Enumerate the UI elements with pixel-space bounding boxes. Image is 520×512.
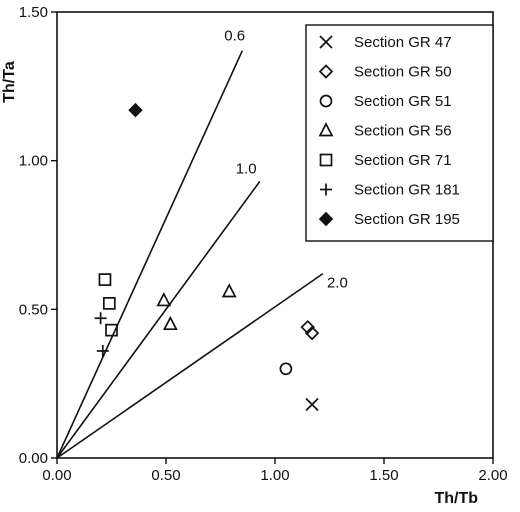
legend-entry-label: Section GR 71 — [354, 152, 452, 169]
legend-marker — [318, 122, 334, 137]
ratio-line — [56, 181, 261, 459]
triangle-mark-shape — [318, 122, 334, 137]
x-tick-label: 1.00 — [260, 467, 289, 484]
data-point — [98, 273, 112, 286]
x-axis-title: Th/Tb — [434, 490, 478, 507]
data-point — [279, 362, 293, 376]
ratio-line — [56, 272, 324, 459]
legend-entry-label: Section GR 50 — [354, 64, 452, 81]
legend: Section GR 47 Section GR 50 Section GR 51 S… — [305, 24, 494, 242]
square-mark-shape — [319, 153, 333, 167]
data-point — [300, 319, 315, 335]
triangle-mark-shape — [156, 292, 172, 307]
legend-marker — [318, 64, 334, 79]
square-mark-shape — [98, 273, 112, 286]
ratio-reference-lines: 0.6 1.0 2.0 — [56, 28, 348, 459]
x-tick-label: 2.00 — [478, 467, 507, 484]
legend-marker — [319, 94, 333, 108]
diamond-mark-shape — [300, 319, 315, 335]
square-mark-shape — [102, 297, 116, 310]
data-point — [128, 102, 143, 118]
circle-mark-shape — [279, 362, 293, 376]
legend-entry-label: Section GR 47 — [354, 34, 452, 51]
filled-diamond-mark-shape — [128, 102, 143, 118]
legend-entry-label: Section GR 195 — [354, 211, 460, 228]
data-point — [105, 323, 118, 337]
legend-marker — [319, 35, 333, 49]
legend-entry-label: Section GR 56 — [354, 123, 452, 140]
circle-mark-shape — [319, 94, 333, 108]
ratio-line-label: 1.0 — [236, 160, 257, 177]
data-point — [96, 344, 109, 357]
data-point — [94, 312, 107, 325]
axis-ticks: 0.00 0.50 1.00 1.50 2.00 0.00 0.50 1.00 1.50 — [19, 4, 508, 484]
legend-entry-label: Section GR 181 — [354, 182, 460, 199]
data-point — [305, 397, 319, 412]
legend-marker — [318, 211, 334, 227]
data-point — [221, 283, 237, 298]
x-mark-stroke — [305, 397, 319, 412]
y-tick-label: 0.50 — [19, 301, 48, 318]
legend-marker — [319, 153, 333, 167]
ratio-line — [56, 50, 244, 459]
y-tick-label: 0.00 — [19, 450, 48, 467]
x-mark-stroke — [319, 35, 333, 49]
square-mark-shape — [105, 323, 118, 337]
filled-diamond-mark-shape — [318, 211, 334, 227]
y-tick-label: 1.00 — [19, 153, 48, 170]
legend-marker — [320, 183, 332, 196]
data-point — [162, 315, 178, 331]
triangle-mark-shape — [221, 283, 237, 298]
data-point — [304, 325, 320, 341]
x-tick-label: 1.50 — [369, 467, 398, 484]
ratio-line-label: 2.0 — [327, 275, 348, 292]
triangle-mark-shape — [162, 315, 178, 331]
legend-entry-label: Section GR 51 — [354, 93, 452, 110]
y-axis-title: Th/Ta — [1, 61, 18, 103]
ratio-line-label: 0.6 — [224, 28, 245, 45]
diamond-mark-shape — [304, 325, 320, 341]
y-tick-label: 1.50 — [19, 4, 48, 21]
data-points — [94, 102, 320, 412]
diamond-mark-shape — [318, 64, 334, 79]
x-tick-label: 0.50 — [151, 467, 180, 484]
legend-box — [305, 24, 494, 242]
data-point — [102, 297, 116, 310]
x-tick-label: 0.00 — [42, 467, 71, 484]
data-point — [156, 292, 172, 307]
